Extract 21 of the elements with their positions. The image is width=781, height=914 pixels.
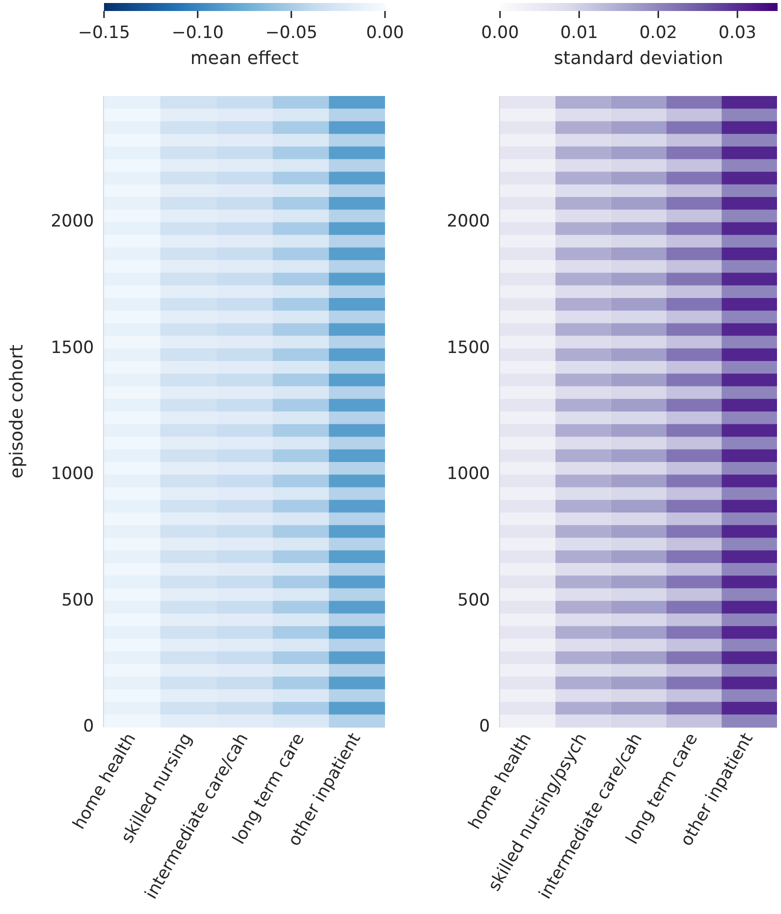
color-bar-label: 0.02 — [639, 23, 678, 43]
y-tick-label: 1000 — [50, 464, 94, 484]
color-bar-label: 0.00 — [366, 23, 404, 43]
color-bar-label: −0.15 — [78, 23, 130, 43]
color-bar-title: mean effect — [190, 48, 299, 69]
y-tick-label: 500 — [62, 590, 94, 610]
color-bar-label: −0.05 — [265, 23, 318, 43]
color-bar-title: standard deviation — [554, 48, 724, 69]
y-tick-label: 2000 — [50, 212, 94, 232]
y-tick-label: 500 — [458, 590, 490, 610]
y-tick-label: 0 — [479, 716, 490, 736]
color-bar-label: 0.01 — [560, 23, 598, 43]
y-tick-label: 2000 — [446, 212, 490, 232]
color-bar-label: 0.03 — [718, 23, 756, 43]
y-tick-label: 0 — [83, 716, 94, 736]
y-tick-label: 1500 — [446, 338, 490, 358]
y-tick-label: 1000 — [446, 464, 490, 484]
y-tick-label: 1500 — [50, 338, 94, 358]
color-bar-label: 0.00 — [481, 23, 519, 43]
color-bar-label: −0.10 — [172, 23, 224, 43]
y-axis-title: episode cohort — [6, 344, 28, 478]
